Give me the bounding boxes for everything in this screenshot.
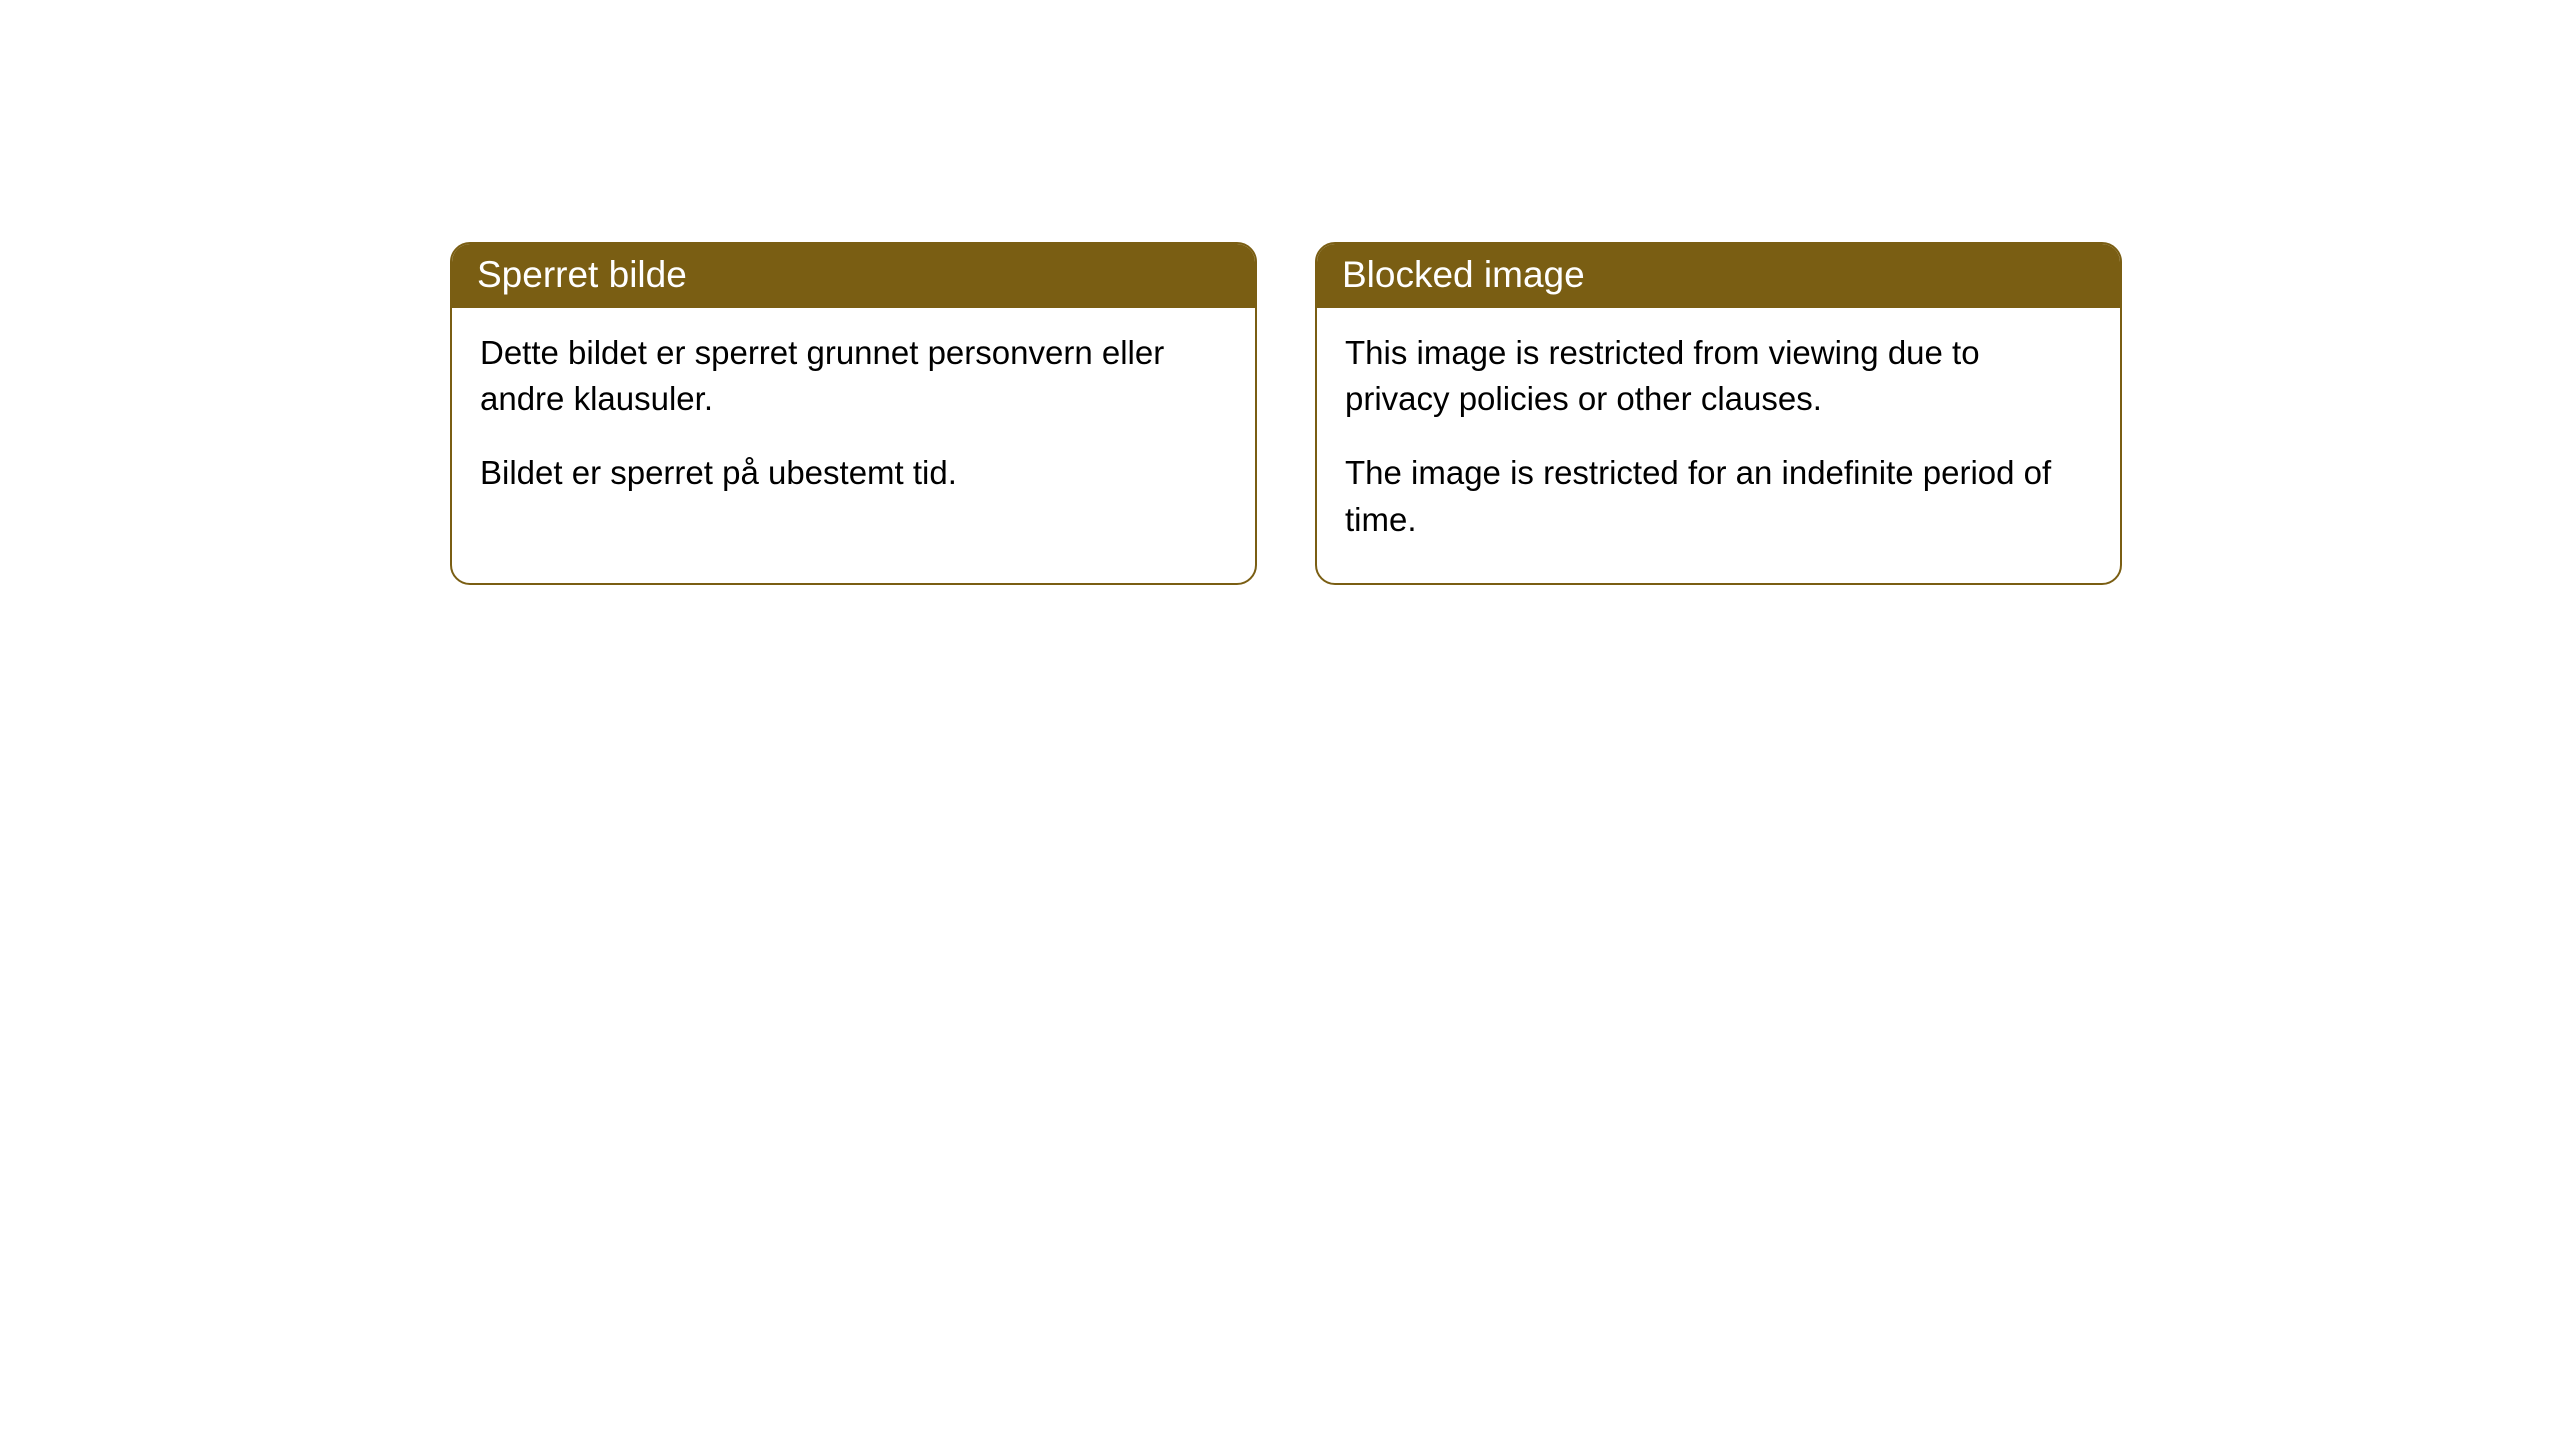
blocked-image-card-english: Blocked image This image is restricted f…	[1315, 242, 2122, 585]
card-body: Dette bildet er sperret grunnet personve…	[452, 308, 1255, 537]
blocked-image-card-norwegian: Sperret bilde Dette bildet er sperret gr…	[450, 242, 1257, 585]
card-text-line-2: The image is restricted for an indefinit…	[1345, 450, 2092, 542]
card-text-line-1: This image is restricted from viewing du…	[1345, 330, 2092, 422]
card-header: Blocked image	[1317, 244, 2120, 308]
card-header: Sperret bilde	[452, 244, 1255, 308]
card-text-line-1: Dette bildet er sperret grunnet personve…	[480, 330, 1227, 422]
card-text-line-2: Bildet er sperret på ubestemt tid.	[480, 450, 1227, 496]
card-body: This image is restricted from viewing du…	[1317, 308, 2120, 583]
cards-container: Sperret bilde Dette bildet er sperret gr…	[0, 0, 2560, 585]
